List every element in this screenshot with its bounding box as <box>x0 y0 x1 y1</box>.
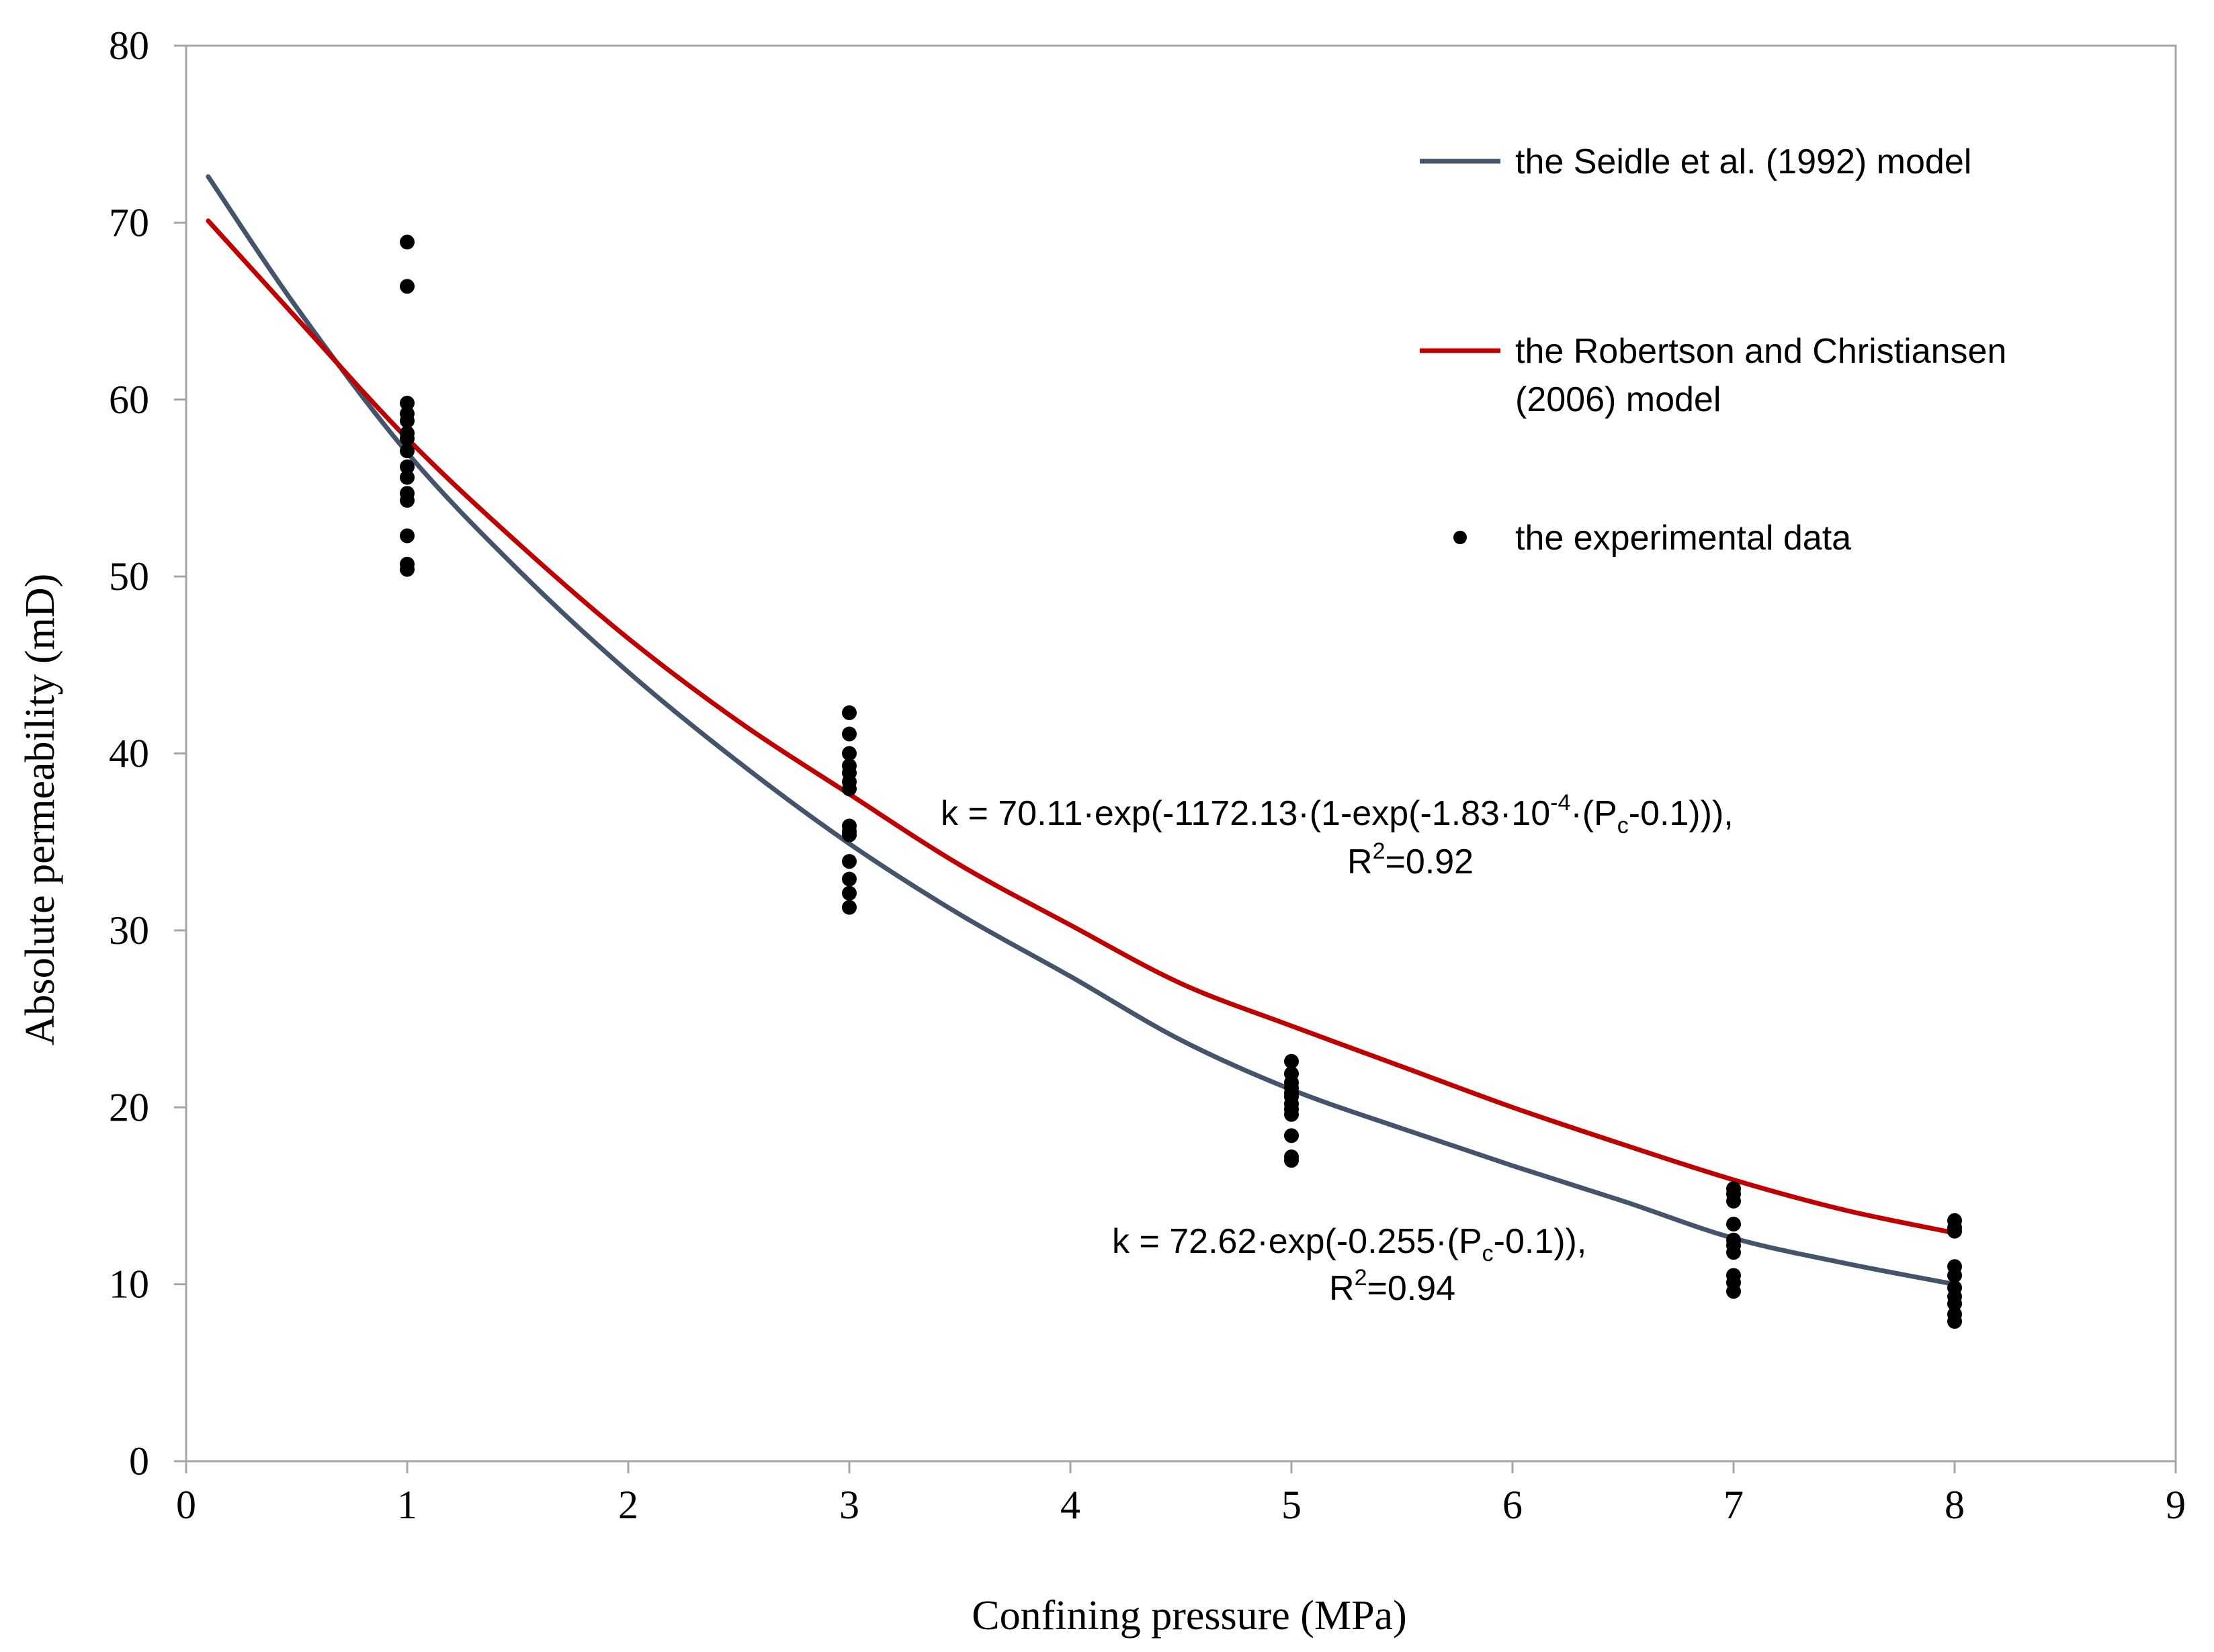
y-tick-label: 0 <box>129 1439 149 1483</box>
data-point <box>842 746 857 761</box>
legend-seidle-label: the Seidle et al. (1992) model <box>1515 142 1971 181</box>
data-point <box>842 726 857 742</box>
data-point <box>400 413 415 429</box>
axis-ticks: 0 1 2 3 4 5 6 7 8 9 0 10 20 30 40 50 60 70 80 <box>109 24 2186 1527</box>
x-tick-label: 5 <box>1281 1483 1302 1527</box>
y-tick-label: 10 <box>109 1262 149 1307</box>
y-tick-label: 60 <box>109 378 149 422</box>
y-tick-label: 70 <box>109 200 149 245</box>
data-point <box>1284 1053 1299 1069</box>
robertson-model-line <box>206 218 1957 1235</box>
data-point <box>400 279 415 294</box>
data-point <box>842 705 857 720</box>
data-point <box>1726 1284 1741 1299</box>
data-point <box>400 459 415 474</box>
legend-data-label: the experimental data <box>1515 519 1851 558</box>
data-point <box>1726 1193 1741 1209</box>
data-point <box>1726 1217 1741 1232</box>
data-point <box>1284 1153 1299 1168</box>
data-point <box>842 885 857 901</box>
y-tick-label: 30 <box>109 908 149 953</box>
y-tick-label: 50 <box>109 554 149 599</box>
equation-seidle-line1: k = 72.62·exp(-0.255·(Pc-0.1)), <box>1112 1222 1586 1266</box>
equation-seidle: k = 72.62·exp(-0.255·(Pc-0.1)), R2=0.94 <box>1112 1222 1586 1308</box>
data-point <box>400 431 415 446</box>
model-curves <box>206 174 1957 1287</box>
data-point <box>1284 1128 1299 1143</box>
x-axis-title: Confining pressure (MPa) <box>972 1593 1406 1639</box>
data-point <box>400 396 415 411</box>
data-point <box>842 854 857 869</box>
equation-seidle-r2: R2=0.94 <box>1329 1265 1455 1308</box>
data-point <box>842 827 857 842</box>
equation-robertson-line1: k = 70.11·exp(-1172.13·(1-exp(-1.83·10-4… <box>941 790 1734 838</box>
data-point <box>1947 1268 1962 1283</box>
data-point <box>842 900 857 915</box>
data-point <box>400 562 415 577</box>
data-point <box>1947 1313 1962 1329</box>
data-point <box>1947 1296 1962 1311</box>
x-tick-label: 1 <box>397 1483 417 1527</box>
x-tick-label: 6 <box>1502 1483 1523 1527</box>
x-tick-label: 7 <box>1723 1483 1744 1527</box>
x-tick-label: 0 <box>176 1483 196 1527</box>
legend-data-marker <box>1453 531 1467 544</box>
y-tick-label: 40 <box>109 732 149 776</box>
data-point <box>1947 1223 1962 1239</box>
equation-robertson-r2: R2=0.92 <box>1347 838 1474 881</box>
data-point <box>842 781 857 797</box>
data-point <box>400 443 415 459</box>
x-tick-label: 4 <box>1060 1483 1080 1527</box>
legend-robertson-label: the Robertson and Christiansen (2006) mo… <box>1515 332 2016 419</box>
y-tick-label: 20 <box>109 1085 149 1129</box>
y-tick-label: 80 <box>109 24 149 68</box>
data-point <box>400 234 415 250</box>
data-point <box>400 528 415 544</box>
x-tick-label: 2 <box>618 1483 638 1527</box>
data-point <box>1284 1106 1299 1122</box>
data-point <box>400 470 415 485</box>
data-point <box>400 492 415 508</box>
x-tick-label: 9 <box>2166 1483 2186 1527</box>
x-tick-label: 8 <box>1945 1483 1965 1527</box>
equation-robertson: k = 70.11·exp(-1172.13·(1-exp(-1.83·10-4… <box>941 790 1734 881</box>
data-point <box>842 871 857 887</box>
legend: the Seidle et al. (1992) model the Rober… <box>1420 142 2016 558</box>
seidle-model-line <box>206 174 1957 1287</box>
y-axis-title: Absolute permeability (mD) <box>17 574 63 1046</box>
experimental-points <box>400 234 1962 1329</box>
x-tick-label: 3 <box>839 1483 859 1527</box>
data-point <box>1726 1245 1741 1260</box>
